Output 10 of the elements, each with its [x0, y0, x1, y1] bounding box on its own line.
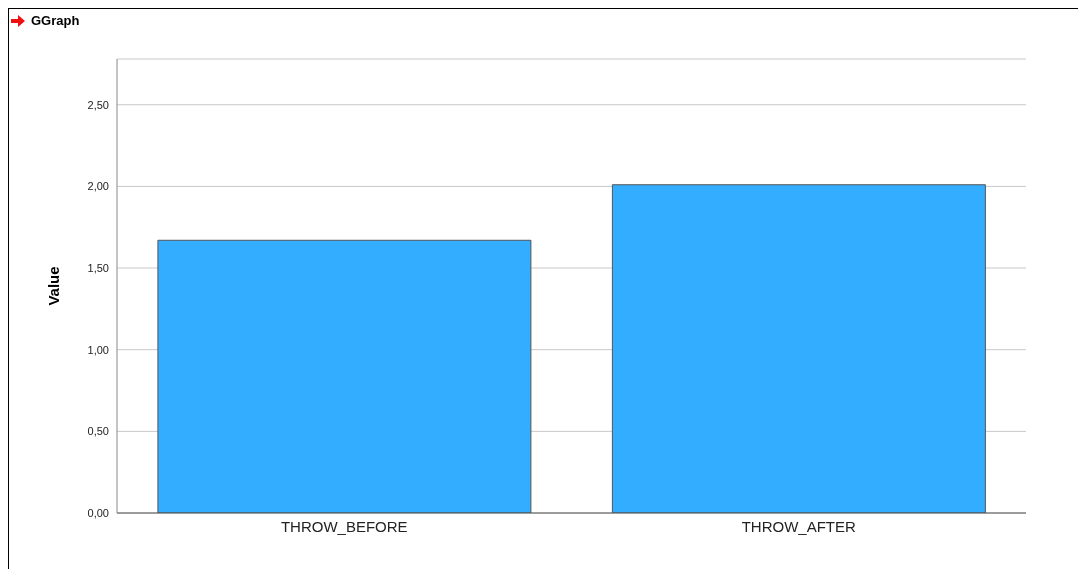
- y-tick-label: 1,00: [87, 343, 109, 356]
- y-tick-label: 0,50: [87, 425, 109, 438]
- x-tick-label: THROW_BEFORE: [280, 517, 408, 535]
- y-tick-label: 0,00: [87, 506, 109, 519]
- y-tick-label: 1,50: [87, 261, 109, 274]
- x-tick-label: THROW_AFTER: [741, 517, 856, 535]
- chart-title: GGraph: [31, 13, 80, 28]
- y-tick-label: 2,00: [87, 180, 109, 193]
- y-tick-label: 2,50: [87, 98, 109, 111]
- y-axis-title: Value: [45, 266, 63, 306]
